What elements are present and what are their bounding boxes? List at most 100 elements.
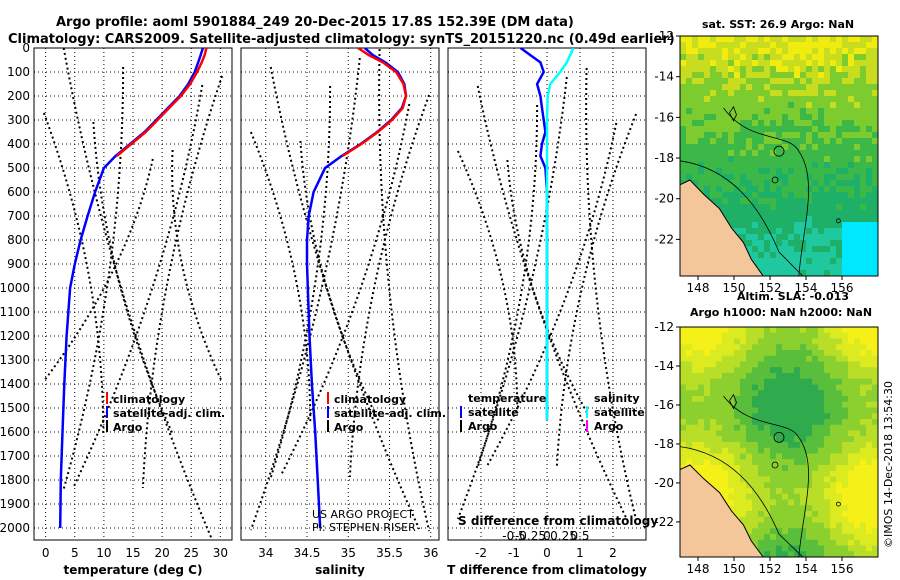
heatmap-cell (746, 327, 753, 334)
heatmap-cell (722, 424, 729, 432)
heatmap-cell (806, 78, 813, 85)
heatmap-cell (836, 401, 843, 409)
heatmap-cell (722, 114, 729, 121)
heatmap-cell (806, 470, 813, 478)
heatmap-cell (800, 42, 807, 49)
heatmap-cell (860, 413, 867, 420)
heatmap-cell (746, 396, 753, 403)
heatmap-cell (764, 355, 771, 363)
heatmap-cell (710, 198, 717, 205)
heatmap-cell (806, 378, 813, 386)
heatmap-cell (722, 42, 729, 49)
heatmap-cell (728, 132, 735, 139)
y-tick-label: 1900 (0, 497, 30, 511)
heatmap-cell (776, 234, 783, 241)
heatmap-cell (692, 150, 699, 157)
heatmap-cell (770, 384, 777, 391)
heatmap-cell (716, 168, 723, 175)
heatmap-cell (872, 447, 878, 455)
heatmap-cell (848, 528, 855, 535)
heatmap-cell (794, 192, 801, 199)
heatmap-cell (860, 84, 867, 91)
heatmap-cell (860, 396, 867, 403)
heatmap-cell (770, 355, 777, 363)
heatmap-cell (872, 126, 878, 133)
heatmap-cell (794, 470, 801, 478)
heatmap-cell (860, 488, 867, 495)
heatmap-cell (794, 168, 801, 175)
heatmap-cell (698, 453, 705, 460)
heatmap-cell (734, 36, 741, 43)
heatmap-cell (740, 430, 747, 437)
heatmap-cell (734, 482, 741, 489)
heatmap-cell (854, 378, 861, 386)
heatmap-cell (824, 78, 831, 85)
heatmap-cell (806, 138, 813, 145)
heatmap-cell (716, 419, 723, 426)
heatmap-cell (854, 216, 861, 223)
heatmap-cell (764, 120, 771, 127)
heatmap-cell (788, 534, 795, 541)
heatmap-cell (770, 522, 777, 529)
heatmap-cell (788, 246, 795, 253)
heatmap-cell (818, 493, 825, 501)
heatmap-cell (686, 84, 693, 91)
heatmap-cell (722, 156, 729, 163)
heatmap-cell (764, 424, 771, 432)
heatmap-cell (764, 216, 771, 223)
heatmap-cell (770, 246, 777, 253)
heatmap-cell (764, 344, 771, 351)
heatmap-cell (710, 186, 717, 193)
heatmap-cell (842, 355, 849, 363)
heatmap-cell (752, 516, 759, 524)
heatmap-cell (680, 447, 687, 455)
heatmap-cell (860, 470, 867, 478)
heatmap-cell (740, 96, 747, 103)
heatmap-cell (740, 390, 747, 397)
heatmap-cell (764, 522, 771, 529)
heatmap-cell (728, 332, 735, 340)
heatmap-cell (842, 102, 849, 109)
heatmap-cell (734, 436, 741, 443)
heatmap-cell (836, 48, 843, 55)
heatmap-cell (698, 459, 705, 466)
heatmap-cell (854, 162, 861, 169)
heatmap-cell (854, 246, 861, 253)
heatmap-cell (746, 407, 753, 414)
heatmap-cell (848, 234, 855, 241)
dotted-profile (299, 140, 381, 424)
figure-title: Argo profile: aoml 5901884_249 20-Dec-20… (56, 15, 574, 30)
heatmap-cell (728, 482, 735, 489)
heatmap-cell (872, 228, 878, 235)
heatmap-cell (776, 216, 783, 223)
x-tick-label: 150 (723, 562, 746, 576)
heatmap-cell (764, 126, 771, 133)
y-tick-label: -20 (654, 476, 674, 490)
heatmap-cell (806, 174, 813, 181)
heatmap-cell (830, 488, 837, 495)
heatmap-cell (806, 96, 813, 103)
heatmap-cell (770, 453, 777, 460)
heatmap-cell (782, 511, 789, 518)
heatmap-cell (746, 511, 753, 518)
heatmap-cell (734, 210, 741, 217)
heatmap-cell (746, 344, 753, 351)
heatmap-cell (818, 419, 825, 426)
heatmap-cell (848, 499, 855, 506)
heatmap-cell (818, 96, 825, 103)
heatmap-cell (686, 36, 693, 43)
heatmap-cell (836, 168, 843, 175)
heatmap-cell (764, 138, 771, 145)
heatmap-cell (722, 327, 729, 334)
heatmap-cell (692, 36, 699, 43)
heatmap-cell (860, 186, 867, 193)
heatmap-cell (740, 419, 747, 426)
heatmap-cell (794, 413, 801, 420)
heatmap-cell (860, 350, 867, 357)
heatmap-cell (698, 344, 705, 351)
heatmap-cell (680, 413, 687, 420)
heatmap-cell (716, 396, 723, 403)
heatmap-cell (854, 453, 861, 460)
heatmap-cell (758, 210, 765, 217)
heatmap-cell (830, 493, 837, 501)
